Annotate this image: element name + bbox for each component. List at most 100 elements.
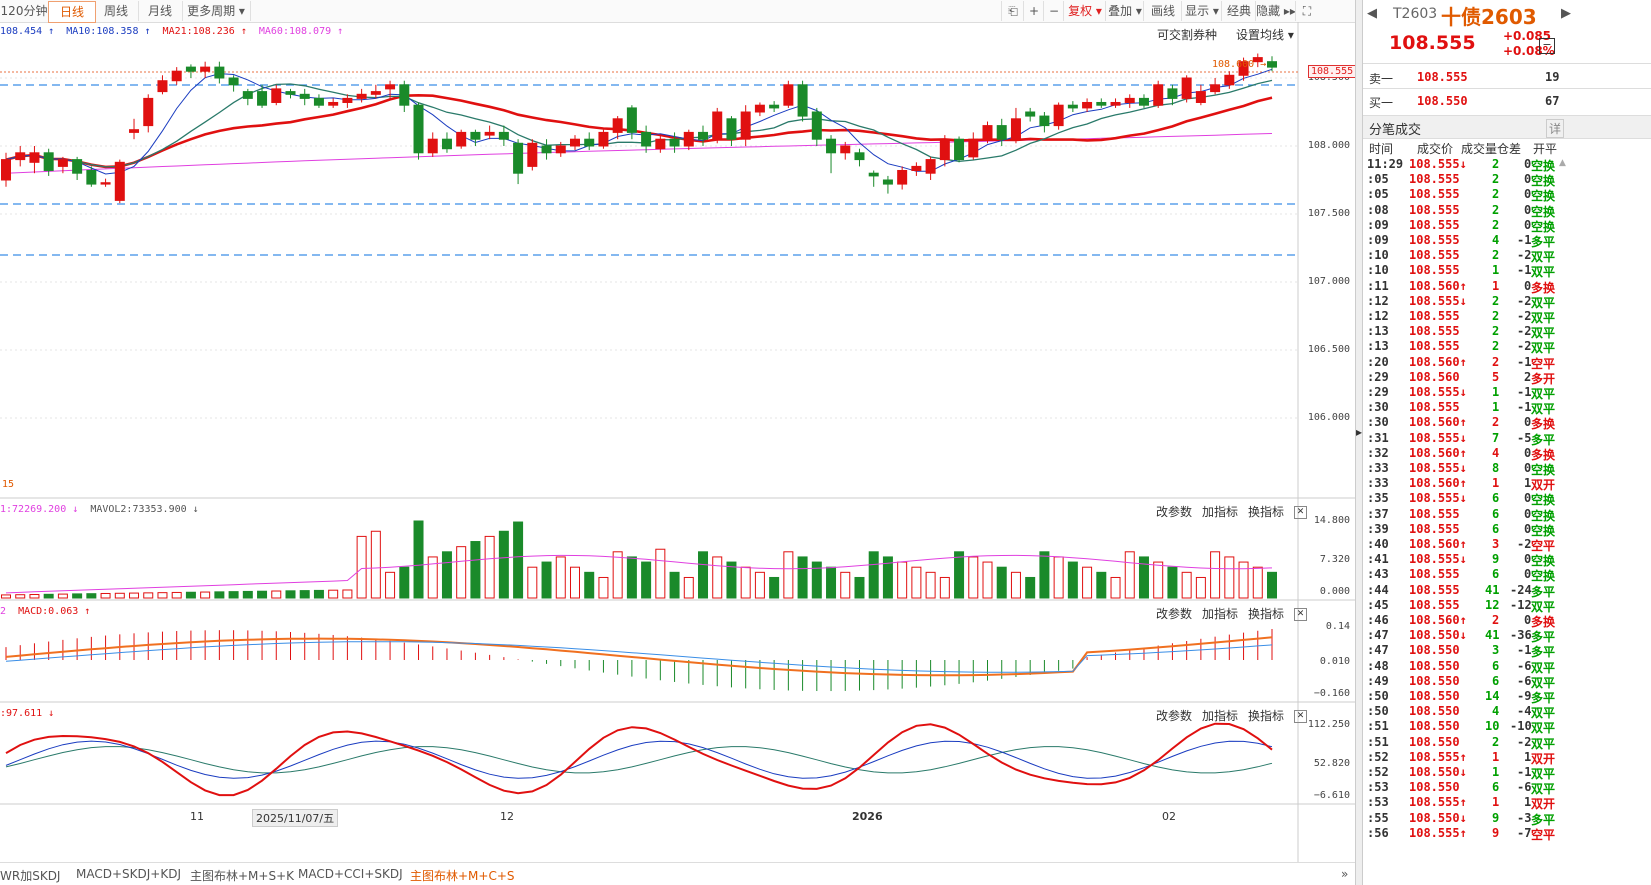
candle-body [1082, 101, 1093, 109]
tick-cell: 108.560↑ [1409, 415, 1467, 430]
tick-cell: 双平 [1531, 265, 1556, 280]
set-ma-button[interactable]: 设置均线 ▾ [1236, 28, 1294, 42]
tick-cell: 108.555↓ [1409, 552, 1467, 567]
tick-row: 11:29 108.555↓ 2 0 空换 [1363, 157, 1651, 173]
tick-cell: 108.555 [1409, 582, 1460, 597]
price-tick-label: 107.500 [1307, 208, 1350, 219]
bid-price: 108.550 [1417, 94, 1468, 108]
period-tab[interactable]: 月线 [138, 1, 183, 21]
period-tab[interactable]: 日线 [48, 1, 96, 23]
add-indicator-button[interactable]: 加指标 [1202, 607, 1239, 621]
tick-cell: :35 [1367, 491, 1389, 506]
toolbar-button[interactable]: 显示 ▾ [1181, 1, 1222, 21]
template-tab[interactable]: WR加SKDJ [0, 869, 61, 883]
tick-cell: 双平 [1531, 295, 1556, 310]
prev-contract-icon[interactable]: ◀ [1367, 6, 1377, 21]
tick-cell: 0 [1524, 172, 1532, 187]
period-tab[interactable]: 周线 [94, 1, 139, 21]
edit-params-button[interactable]: 改参数 [1156, 709, 1193, 723]
tick-cell: -2 [1517, 324, 1532, 339]
tick-cell: :50 [1367, 704, 1389, 719]
toolbar-button[interactable]: 隐藏 ▸▸ [1255, 1, 1296, 21]
more-tabs-icon[interactable]: » [1341, 867, 1349, 881]
edit-params-button[interactable]: 改参数 [1156, 607, 1193, 621]
tick-cell: :43 [1367, 567, 1389, 582]
tick-cell: :48 [1367, 658, 1389, 673]
tick-cell: 3 [1492, 537, 1500, 551]
tick-row: :29 108.555↓ 1 -1 双平 [1363, 385, 1651, 401]
volume-bar [1025, 576, 1036, 599]
ma5-value: 108.454 ↑ [0, 26, 55, 37]
volume-bar [1110, 576, 1121, 599]
tick-cell: 空换 [1531, 493, 1556, 508]
panel-splitter[interactable]: ▸ [1355, 0, 1363, 885]
tick-cell: 空换 [1531, 159, 1556, 173]
template-tab[interactable]: 主图布林+M+S+K [190, 869, 295, 883]
tick-row: :12 108.555↓ 2 -2 双平 [1363, 293, 1651, 310]
tick-cell: 双开 [1531, 797, 1556, 812]
period-tab[interactable]: 更多周期 ▾ [182, 1, 251, 21]
next-contract-icon[interactable]: ▶ [1561, 6, 1571, 21]
template-tab[interactable]: MACD+SKDJ+KDJ [76, 867, 181, 881]
swap-indicator-button[interactable]: 换指标 [1248, 505, 1285, 519]
ask-qty: 19 [1545, 70, 1560, 84]
toolbar-button[interactable]: + [1023, 1, 1044, 21]
close-icon[interactable]: ✕ [1294, 608, 1308, 621]
contract-code: T2603 [1393, 6, 1438, 22]
date-label: 12 [500, 810, 514, 823]
candle-body [968, 138, 979, 158]
tick-cell: 108.555 [1409, 217, 1460, 232]
candle-body [242, 91, 253, 99]
swap-indicator-button[interactable]: 换指标 [1248, 607, 1285, 621]
toolbar-button[interactable]: 经典 [1221, 1, 1256, 21]
tick-cell: -7 [1517, 825, 1532, 840]
close-icon[interactable]: ✕ [1294, 506, 1308, 519]
candle-body [740, 111, 751, 140]
toolbar-button[interactable]: ⛶ [1295, 1, 1318, 21]
edit-params-button[interactable]: 改参数 [1156, 505, 1193, 519]
deliverable-bonds-button[interactable]: 可交割券种 [1157, 28, 1218, 42]
tick-row: :52 108.550↓ 1 -1 双平 [1363, 765, 1651, 781]
tick-row: :10 108.555 2 -2 双平 [1363, 248, 1651, 264]
tick-cell: 多换 [1531, 417, 1556, 432]
scroll-up-icon[interactable]: ▲ [1559, 158, 1566, 168]
candle-body [100, 182, 111, 185]
template-tab[interactable]: MACD+CCI+SKDJ [298, 867, 403, 881]
close-icon[interactable]: ✕ [1294, 710, 1308, 723]
tick-cell: -1 [1517, 385, 1532, 399]
toolbar-button[interactable]: ⎗ [1001, 1, 1024, 21]
toolbar-button[interactable]: 画线 [1143, 1, 1182, 21]
tick-cell: 41 [1485, 582, 1500, 597]
volume-bar [811, 561, 822, 599]
candle-body [413, 104, 424, 154]
collapse-icon[interactable]: − [1539, 38, 1555, 54]
candle-body [954, 138, 965, 161]
tick-cell: -6 [1517, 658, 1532, 673]
toolbar-button[interactable]: 叠加 ▾ [1105, 1, 1144, 21]
tick-cell: 1 [1524, 476, 1532, 491]
tick-cell: :56 [1367, 825, 1389, 840]
toolbar-button[interactable]: 复权 ▾ [1063, 1, 1106, 21]
tick-cell: :50 [1367, 689, 1389, 703]
indicator-tick-label: 0.000 [1319, 586, 1350, 597]
candle-body [1110, 101, 1121, 106]
tick-cell: 12 [1485, 597, 1500, 612]
tick-row: :51 108.550 2 -2 双平 [1363, 735, 1651, 751]
tick-cell: 0 [1524, 567, 1532, 582]
tick-cell: -2 [1517, 293, 1532, 308]
tick-row: :53 108.555↑ 1 1 双开 [1363, 795, 1651, 812]
tick-cell: 3 [1492, 643, 1500, 658]
tick-cell: -1 [1517, 643, 1532, 658]
volume-bar [612, 551, 623, 599]
tick-cell: 41 [1485, 628, 1500, 643]
tick-cell: 108.555 [1409, 172, 1460, 187]
add-indicator-button[interactable]: 加指标 [1202, 505, 1239, 519]
tick-cell: 108.550↓ [1409, 765, 1467, 779]
detail-button[interactable]: 详 [1546, 119, 1565, 138]
add-indicator-button[interactable]: 加指标 [1202, 709, 1239, 723]
swap-indicator-button[interactable]: 换指标 [1248, 709, 1285, 723]
toolbar-button[interactable]: − [1043, 1, 1064, 21]
candle-body [257, 91, 268, 106]
tick-cell: 0 [1524, 521, 1532, 536]
template-tab[interactable]: 主图布林+M+C+S [410, 869, 515, 883]
